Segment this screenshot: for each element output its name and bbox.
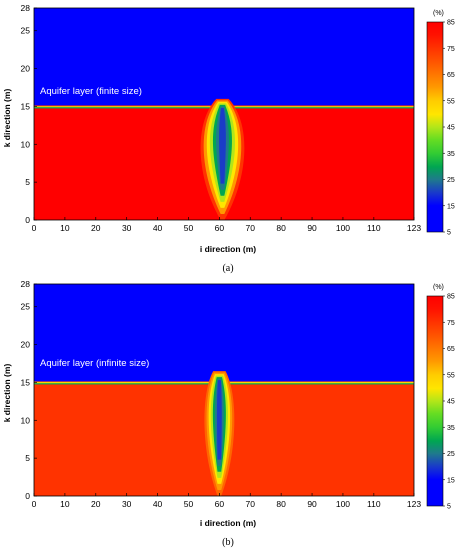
x-tick-label-a: 123 [407, 223, 421, 233]
caption-a: (a) [222, 263, 233, 274]
y-tick-label-a: 15 [21, 101, 31, 111]
upper-region-b [34, 284, 414, 383]
colorbar-b: (%) 85 75 65 55 45 35 25 15 5 [426, 284, 455, 511]
x-tick-label-a: 80 [276, 223, 286, 233]
caption-b: (b) [222, 537, 234, 548]
x-tick-label-b: 60 [215, 499, 225, 509]
colorbar-tick-label-a: 45 [447, 125, 455, 132]
x-tick-label-b: 110 [367, 499, 381, 509]
colorbar-tick-label-b: 15 [447, 477, 455, 484]
upper-region-a [34, 8, 414, 107]
y-tick-label-a: 10 [21, 139, 31, 149]
plume-contour-a [219, 107, 226, 184]
colorbar-tick-label-a: 55 [447, 98, 455, 105]
panel-b: Aquifer layer (infinite size) 0 10 20 30 40 5… [2, 279, 455, 548]
colorbar-tick-label-b: 45 [447, 399, 455, 406]
x-tick-label-a: 40 [153, 223, 163, 233]
y-tick-label-b: 5 [25, 453, 30, 463]
plot-frame-b [33, 283, 415, 497]
y-tick-label-a: 0 [25, 215, 30, 225]
colorbar-unit-b: (%) [433, 284, 444, 291]
x-tick-label-b: 0 [32, 499, 37, 509]
x-ticks-a: 0 10 20 30 40 50 60 70 80 90 100 110 123 [32, 217, 421, 233]
y-tick-label-a: 28 [21, 3, 31, 13]
y-tick-label-b: 0 [25, 491, 30, 501]
colorbar-tick-label-b: 25 [447, 451, 455, 458]
plot-area-b [33, 283, 415, 497]
y-tick-label-b: 15 [21, 377, 31, 387]
colorbar-unit-a: (%) [433, 10, 444, 17]
panel-a: Aquifer layer (finite size) 0 10 20 30 40 50 6… [2, 3, 455, 274]
x-tick-label-b: 80 [276, 499, 286, 509]
annotation-a: Aquifer layer (finite size) [40, 86, 142, 97]
y-tick-label-b: 28 [21, 279, 31, 289]
x-tick-label-a: 90 [307, 223, 317, 233]
x-tick-label-a: 70 [246, 223, 256, 233]
colorbar-tick-label-b: 65 [447, 346, 455, 353]
x-tick-label-b: 123 [407, 499, 421, 509]
colorbar-a: (%) 85 75 65 55 45 35 25 15 5 [426, 10, 455, 237]
colorbar-gradient-b [427, 296, 443, 506]
x-tick-label-b: 50 [184, 499, 194, 509]
colorbar-frame-a [426, 21, 444, 233]
colorbar-ticks-b: 85 75 65 55 45 35 25 15 5 [426, 294, 455, 511]
y-tick-label-b: 20 [21, 340, 31, 350]
colorbar-tick-label-a: 75 [447, 46, 455, 53]
plume-contour-b [216, 380, 222, 460]
x-axis-label-b: i direction (m) [200, 518, 256, 528]
y-tick-label-a: 25 [21, 26, 31, 36]
x-tick-label-b: 70 [246, 499, 256, 509]
x-tick-label-a: 100 [336, 223, 350, 233]
x-tick-label-a: 20 [91, 223, 101, 233]
colorbar-tick-label-b: 75 [447, 320, 455, 327]
y-ticks-b: 0 5 10 15 20 25 28 [21, 279, 37, 501]
y-tick-label-a: 5 [25, 177, 30, 187]
y-axis-label-a: k direction (m) [2, 89, 12, 148]
y-tick-label-b: 10 [21, 415, 31, 425]
y-tick-label-b: 25 [21, 302, 31, 312]
colorbar-gradient-a [427, 22, 443, 232]
y-tick-label-a: 20 [21, 64, 31, 74]
annotation-b: Aquifer layer (infinite size) [40, 358, 149, 369]
y-ticks-a: 0 5 10 15 20 25 28 [21, 3, 37, 225]
x-tick-label-b: 20 [91, 499, 101, 509]
colorbar-tick-label-a: 85 [447, 20, 455, 27]
x-axis-label-a: i direction (m) [200, 244, 256, 254]
x-tick-label-b: 30 [122, 499, 132, 509]
plot-frame-a [33, 7, 415, 221]
x-tick-label-b: 90 [307, 499, 317, 509]
x-tick-label-a: 60 [215, 223, 225, 233]
colorbar-tick-label-b: 55 [447, 372, 455, 379]
x-ticks-b: 0 10 20 30 40 50 60 70 80 90 100 110 123 [32, 493, 421, 509]
x-tick-label-a: 0 [32, 223, 37, 233]
colorbar-tick-label-b: 85 [447, 294, 455, 301]
x-tick-label-a: 10 [60, 223, 70, 233]
x-tick-label-b: 40 [153, 499, 163, 509]
colorbar-tick-label-a: 25 [447, 177, 455, 184]
x-tick-label-a: 30 [122, 223, 132, 233]
x-tick-label-a: 110 [367, 223, 381, 233]
colorbar-tick-label-b: 5 [447, 504, 451, 511]
colorbar-tick-label-b: 35 [447, 425, 455, 432]
colorbar-tick-label-a: 15 [447, 203, 455, 210]
x-tick-label-b: 100 [336, 499, 350, 509]
colorbar-frame-b [426, 295, 444, 507]
colorbar-tick-label-a: 35 [447, 151, 455, 158]
x-tick-label-a: 50 [184, 223, 194, 233]
plot-area-a [33, 7, 415, 221]
colorbar-tick-label-a: 65 [447, 72, 455, 79]
colorbar-tick-label-a: 5 [447, 230, 451, 237]
colorbar-ticks-a: 85 75 65 55 45 35 25 15 5 [426, 20, 455, 237]
y-axis-label-b: k direction (m) [2, 364, 12, 423]
x-tick-label-b: 10 [60, 499, 70, 509]
